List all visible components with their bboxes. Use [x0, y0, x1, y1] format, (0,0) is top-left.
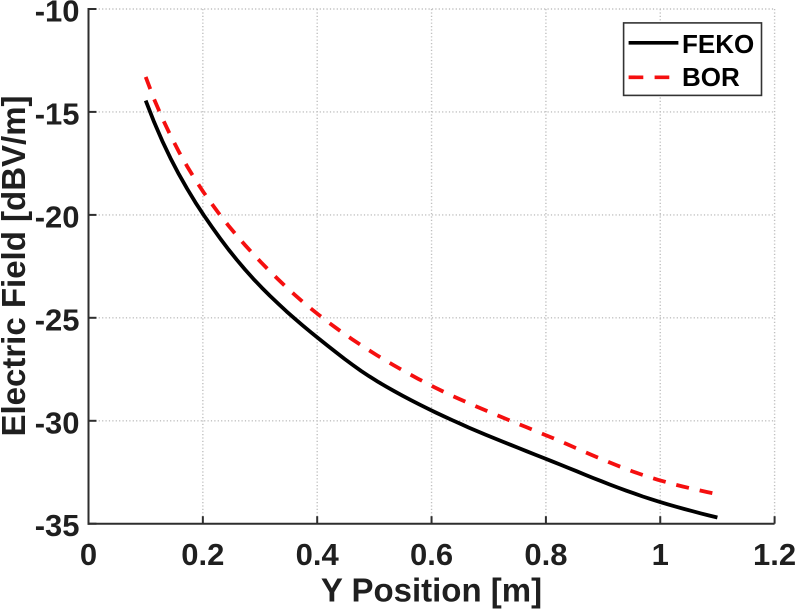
svg-text:Y Position [m]: Y Position [m]	[321, 571, 542, 608]
svg-text:-10: -10	[35, 0, 80, 29]
svg-text:1: 1	[652, 537, 669, 572]
svg-text:BOR: BOR	[682, 62, 740, 92]
svg-text:0: 0	[80, 537, 97, 572]
svg-text:0.6: 0.6	[410, 537, 453, 572]
svg-text:FEKO: FEKO	[682, 29, 754, 59]
svg-text:-30: -30	[35, 405, 80, 440]
svg-text:-20: -20	[35, 199, 80, 234]
svg-text:-35: -35	[35, 508, 80, 543]
svg-text:1.2: 1.2	[753, 537, 795, 572]
svg-text:-15: -15	[35, 96, 80, 131]
svg-text:0.4: 0.4	[296, 537, 340, 572]
svg-text:0.2: 0.2	[181, 537, 224, 572]
svg-text:0.8: 0.8	[524, 537, 567, 572]
svg-text:Electric Field [dBV/m]: Electric Field [dBV/m]	[0, 95, 32, 436]
svg-text:-25: -25	[35, 302, 80, 337]
